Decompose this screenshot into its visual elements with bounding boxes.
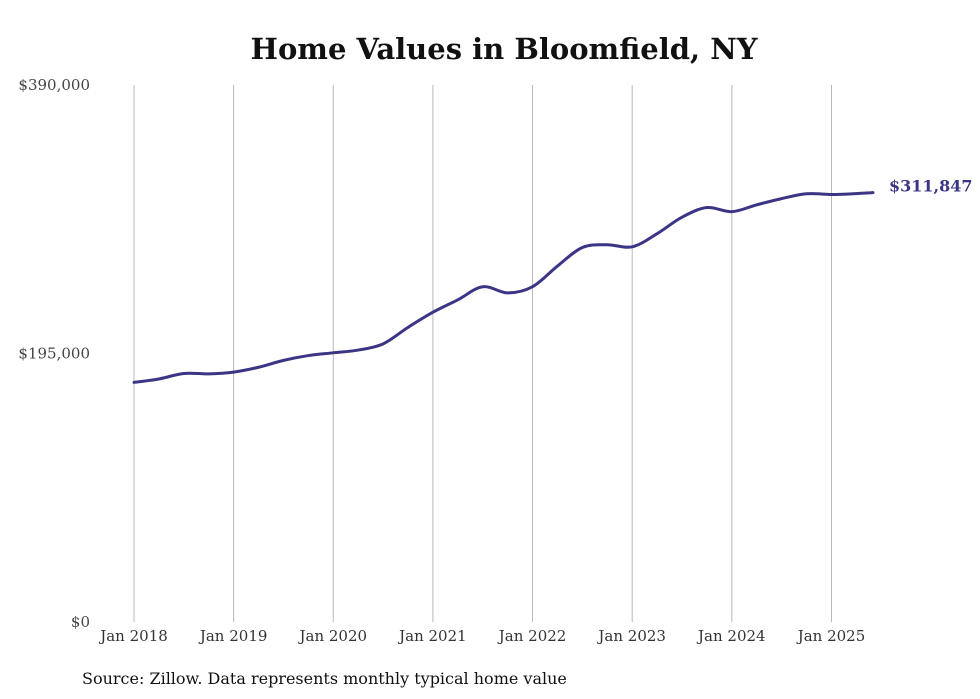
data-point-2 — [182, 371, 186, 375]
chart-title: Home Values in Bloomfield, NY — [251, 32, 758, 66]
y-tick-label: $390,000 — [18, 76, 90, 94]
end-value-label: $311,847 — [889, 177, 973, 196]
x-tick-label: Jan 2019 — [198, 627, 268, 645]
x-tick-label: Jan 2021 — [397, 627, 467, 645]
x-tick-label: Jan 2025 — [796, 627, 866, 645]
data-point-29 — [846, 192, 850, 196]
data-point-30 — [871, 191, 875, 195]
data-point-0 — [132, 380, 136, 384]
data-point-17 — [555, 264, 559, 268]
data-point-3 — [207, 372, 211, 376]
data-point-18 — [580, 245, 584, 249]
data-point-13 — [456, 298, 460, 302]
data-point-8 — [331, 351, 335, 355]
data-point-11 — [406, 325, 410, 329]
series-line — [132, 191, 875, 384]
data-point-21 — [655, 232, 659, 236]
vertical-gridlines — [133, 85, 832, 622]
y-tick-label: $195,000 — [18, 345, 90, 363]
data-point-22 — [680, 215, 684, 219]
data-point-19 — [605, 243, 609, 247]
y-axis-ticks: $390,000 $195,000 $0 — [18, 76, 90, 631]
data-point-28 — [829, 192, 833, 196]
data-point-4 — [232, 370, 236, 374]
data-point-27 — [805, 192, 809, 196]
series-points — [132, 191, 875, 385]
data-point-25 — [755, 203, 759, 207]
source-note: Source: Zillow. Data represents monthly … — [82, 669, 567, 688]
x-tick-label: Jan 2024 — [696, 627, 766, 645]
x-tick-label: Jan 2023 — [596, 627, 666, 645]
y-tick-label: $0 — [71, 613, 90, 631]
data-point-6 — [281, 358, 285, 362]
x-axis-ticks: Jan 2018 Jan 2019 Jan 2020 Jan 2021 Jan 2022… — [98, 627, 865, 645]
data-point-15 — [506, 291, 510, 295]
data-point-5 — [257, 365, 261, 369]
x-tick-label: Jan 2022 — [497, 627, 567, 645]
data-point-20 — [630, 245, 634, 249]
data-point-12 — [431, 310, 435, 314]
data-point-26 — [780, 197, 784, 201]
data-point-10 — [381, 342, 385, 346]
data-point-7 — [306, 354, 310, 358]
data-point-24 — [730, 210, 734, 214]
data-point-23 — [705, 206, 709, 210]
x-tick-label: Jan 2020 — [297, 627, 367, 645]
data-point-9 — [356, 348, 360, 352]
data-point-16 — [531, 285, 535, 289]
data-point-14 — [481, 285, 485, 289]
x-tick-label: Jan 2018 — [98, 627, 168, 645]
data-point-1 — [157, 377, 161, 381]
